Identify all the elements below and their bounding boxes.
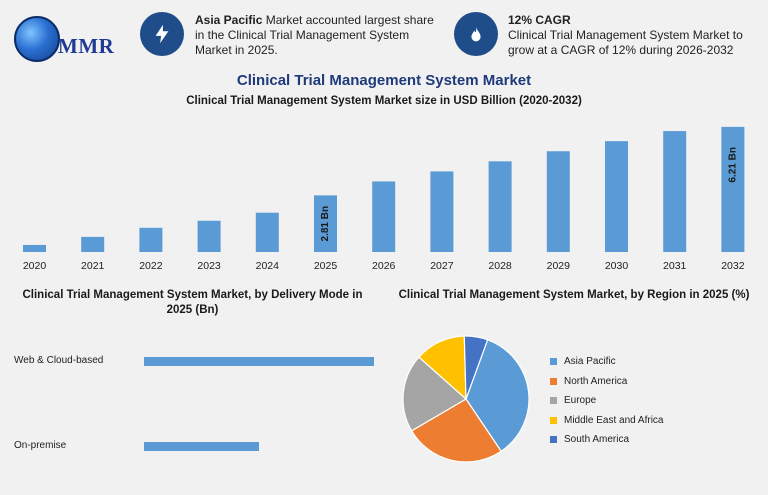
bar-2023	[197, 220, 221, 252]
pie-slice	[410, 398, 503, 463]
legend-item: Europe	[550, 391, 664, 411]
bar-2024	[255, 212, 279, 252]
delivery-label: Web & Cloud-based	[14, 355, 104, 366]
pie-slice	[465, 339, 530, 453]
logo-text: MMR	[58, 34, 115, 58]
x-tick-label: 2026	[372, 260, 396, 272]
x-tick-label: 2023	[197, 260, 221, 272]
legend-item: Asia Pacific	[550, 352, 664, 372]
x-tick-label: 2030	[605, 260, 629, 272]
market-size-bar-chart: 2020 2021 2022 2023 2024 2025 2.81 Bn 2026 2027 2…	[23, 126, 745, 272]
info-cagr: 12% CAGR Clinical Trial Management Syste…	[508, 13, 758, 58]
legend-item: South America	[550, 430, 664, 450]
legend-item: North America	[550, 372, 664, 392]
bar-chart-title: Clinical Trial Management System Market …	[186, 95, 582, 107]
x-tick-label: 2031	[663, 260, 687, 272]
mmr-logo: MMR	[14, 12, 118, 64]
x-tick-label: 2022	[139, 260, 163, 272]
legend-label: North America	[564, 375, 628, 387]
legend-swatch	[550, 358, 557, 366]
bar-2025	[314, 195, 337, 252]
main-title: Clinical Trial Management System Market	[236, 72, 532, 89]
pie-slice	[402, 356, 468, 432]
bar-2032	[721, 126, 745, 252]
info-asia-pacific-bold: Asia Pacific	[195, 13, 263, 27]
info-cagr-text: Clinical Trial Management System Market …	[508, 28, 743, 57]
legend-label: Europe	[564, 395, 597, 407]
growth-icon	[454, 12, 498, 56]
bar-2031	[663, 131, 687, 252]
info-asia-pacific: Asia Pacific Market accounted largest sh…	[195, 13, 445, 58]
delivery-bar	[144, 357, 375, 366]
globe-icon	[14, 16, 60, 62]
bar-2022	[139, 227, 163, 252]
delivery-label: On-premise	[14, 440, 67, 451]
x-tick-label: 2027	[430, 260, 454, 272]
delivery-chart-title: Clinical Trial Management System Market,…	[22, 289, 363, 316]
lightning-icon	[140, 12, 184, 56]
bar-2029	[546, 151, 570, 252]
x-tick-label: 2020	[23, 260, 47, 272]
info-asia-pacific-text: Market accounted largest share in the Cl…	[195, 13, 434, 57]
x-tick-label: 2025	[314, 260, 338, 272]
x-tick-label: 2028	[488, 260, 512, 272]
region-legend: Asia Pacific North America Europe Middle Ea…	[550, 352, 664, 450]
x-tick-label: 2032	[721, 260, 745, 272]
region-chart-title: Clinical Trial Management System Market,…	[398, 289, 750, 301]
legend-swatch	[550, 436, 557, 444]
x-tick-label: 2029	[547, 260, 571, 272]
bar-2020	[23, 244, 46, 252]
info-cagr-bold: 12% CAGR	[508, 13, 571, 27]
pie-slice	[463, 335, 489, 400]
bar-2028	[488, 161, 512, 252]
legend-label: Middle East and Africa	[564, 414, 664, 426]
bar-2026	[372, 181, 396, 252]
legend-swatch	[550, 377, 557, 385]
bar-2021	[81, 236, 105, 252]
delivery-bar	[144, 442, 260, 451]
legend-item: Middle East and Africa	[550, 411, 664, 431]
legend-label: South America	[564, 434, 630, 446]
bar-data-label: 2.81 Bn	[320, 206, 331, 242]
x-tick-label: 2021	[81, 260, 105, 272]
legend-swatch	[550, 397, 557, 405]
bar-data-label: 6.21 Bn	[728, 147, 739, 183]
region-pie-chart	[402, 335, 530, 463]
bar-2030	[605, 141, 628, 252]
legend-swatch	[550, 416, 557, 424]
legend-label: Asia Pacific	[564, 356, 616, 368]
x-tick-label: 2024	[256, 260, 280, 272]
bar-2027	[430, 171, 454, 252]
